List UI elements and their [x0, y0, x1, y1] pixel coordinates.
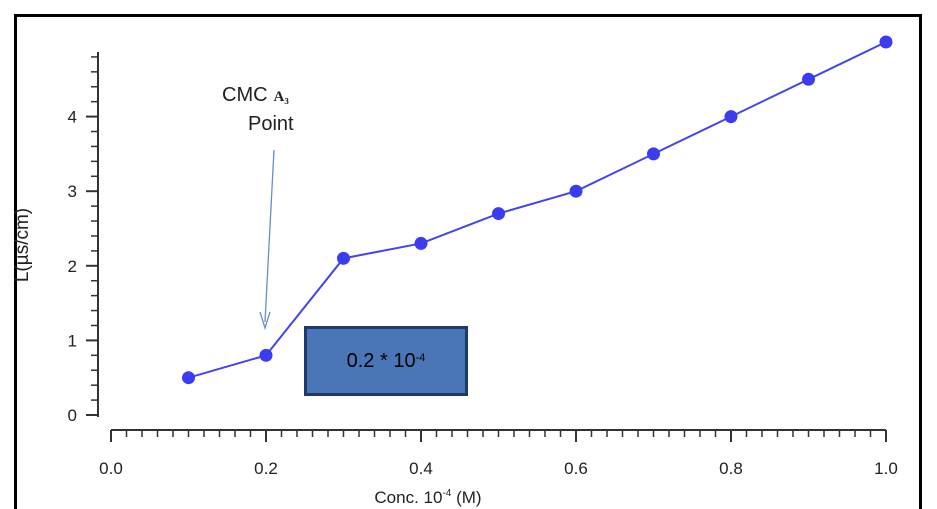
y-tick-label: 0: [68, 406, 77, 425]
y-tick-label: 2: [68, 257, 77, 276]
y-tick-label: 3: [68, 182, 77, 201]
x-axis-title-unit: (M): [451, 488, 481, 507]
cmc-label-subscript: A₃: [274, 89, 290, 105]
x-tick-label: 0.2: [254, 459, 278, 478]
x-tick-label: 0.4: [409, 459, 433, 478]
data-point: [337, 251, 350, 265]
cmc-point-label: Point: [248, 113, 294, 135]
x-axis-title: Conc. 10-4 (M): [374, 488, 481, 507]
y-tick-label: 1: [68, 331, 77, 350]
axes: 0.0 0.2 0.4 0.6 0.8 1.0 0 1 2 3 4: [68, 52, 898, 478]
y-axis-title: L(µs/cm): [12, 208, 33, 282]
cmc-value-exponent: -4: [415, 352, 426, 364]
data-point: [879, 35, 893, 49]
x-tick-label: 0.6: [564, 459, 588, 478]
y-tick-label: 4: [68, 108, 77, 127]
cmc-arrow-line: [264, 149, 275, 323]
x-axis-title-base: Conc. 10: [374, 488, 442, 507]
x-tick-label: 1.0: [874, 459, 898, 478]
x-tick-label: 0.0: [99, 459, 123, 478]
figure-frame: [14, 14, 922, 509]
data-point: [647, 147, 660, 161]
data-point: [492, 207, 505, 221]
data-point: [414, 236, 428, 250]
series-layer: [182, 35, 893, 385]
cmc-label-text: CMC: [222, 84, 268, 106]
x-tick-label: 0.8: [719, 459, 743, 478]
cmc-value-box: 0.2 * 10 -4: [304, 326, 468, 396]
cmc-arrow-head: [259, 311, 271, 331]
data-point: [259, 348, 273, 362]
cmc-label: CMC A₃: [222, 84, 289, 106]
cmc-value-text: 0.2 * 10: [346, 349, 416, 372]
x-axis-title-sup: -4: [442, 488, 451, 499]
data-point: [569, 184, 583, 198]
data-point: [802, 72, 815, 86]
series-line: [188, 41, 887, 379]
data-point: [182, 371, 195, 385]
data-point: [724, 110, 738, 124]
